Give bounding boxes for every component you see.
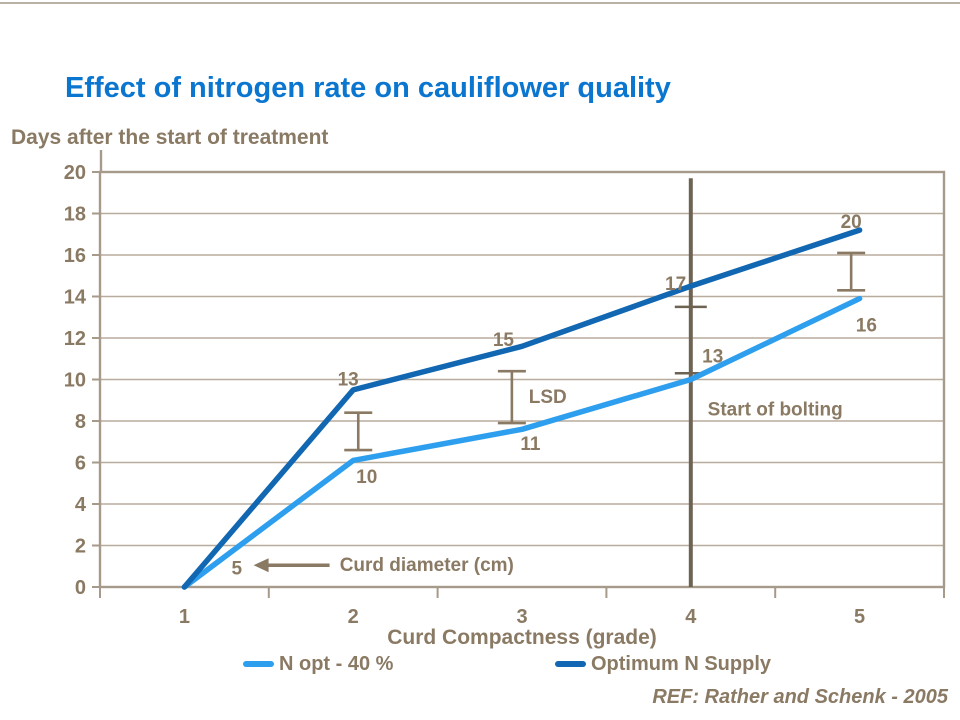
curd-diameter-value-label: 16 <box>856 316 877 337</box>
slide-top-edge <box>0 2 960 4</box>
y-axis-tick-label: 10 <box>64 370 86 392</box>
x-axis-tick-label: 1 <box>179 606 190 628</box>
lsd-label: LSD <box>529 387 567 408</box>
x-axis-tick-label: 3 <box>516 606 527 628</box>
y-axis-tick-label: 2 <box>75 536 86 558</box>
curd-diameter-value-label: 13 <box>702 347 723 368</box>
x-axis-tick-label: 5 <box>854 606 865 628</box>
y-axis-tick-label: 18 <box>64 204 86 226</box>
reference-citation: REF: Rather and Schenk - 2005 <box>652 686 948 708</box>
curd-diameter-value-label: 10 <box>356 467 377 488</box>
x-axis-tick-label: 2 <box>348 606 359 628</box>
plot-border <box>98 170 946 589</box>
y-axis-tick-label: 6 <box>75 453 86 475</box>
legend-label-n-opt-40: N opt - 40 % <box>279 652 394 675</box>
x-axis-tick-label: 4 <box>685 606 697 628</box>
y-axis-tick-label: 8 <box>75 411 86 433</box>
legend-item-optimum-n-supply: Optimum N Supply <box>555 652 771 676</box>
curd-diameter-value-label: 11 <box>520 434 541 455</box>
y-axis-tick-label: 14 <box>64 287 87 309</box>
curd-diameter-value-label: 5 <box>231 558 242 579</box>
start-of-bolting-label: Start of bolting <box>708 400 843 421</box>
legend-swatch-dark-blue-line <box>555 661 586 667</box>
chart-title: Effect of nitrogen rate on cauliflower q… <box>65 72 671 104</box>
curd-diameter-arrowhead <box>253 558 269 573</box>
y-axis-tick-label: 4 <box>75 494 87 516</box>
series-line-optimum-n-supply <box>181 227 863 590</box>
series-line-n-opt-40 <box>181 295 863 590</box>
curd-diameter-value-label: 20 <box>841 212 862 233</box>
y-axis-title: Days after the start of treatment <box>11 126 329 149</box>
curd-diameter-value-label: 17 <box>665 274 686 295</box>
curd-diameter-value-label: 15 <box>493 330 515 351</box>
y-axis-tick-label: 16 <box>64 245 86 267</box>
y-axis-tick-label: 20 <box>64 162 86 184</box>
y-axis-tick-label: 0 <box>75 577 86 599</box>
legend-label-optimum-n-supply: Optimum N Supply <box>591 652 771 675</box>
legend-item-n-opt-40: N opt - 40 % <box>243 652 393 676</box>
y-axis-tick-label: 12 <box>64 328 86 350</box>
curd-diameter-value-label: 13 <box>338 370 359 391</box>
x-axis-title: Curd Compactness (grade) <box>387 626 657 649</box>
legend-swatch-light-blue-line <box>243 661 274 667</box>
curd-diameter-annotation: Curd diameter (cm) <box>340 555 514 576</box>
